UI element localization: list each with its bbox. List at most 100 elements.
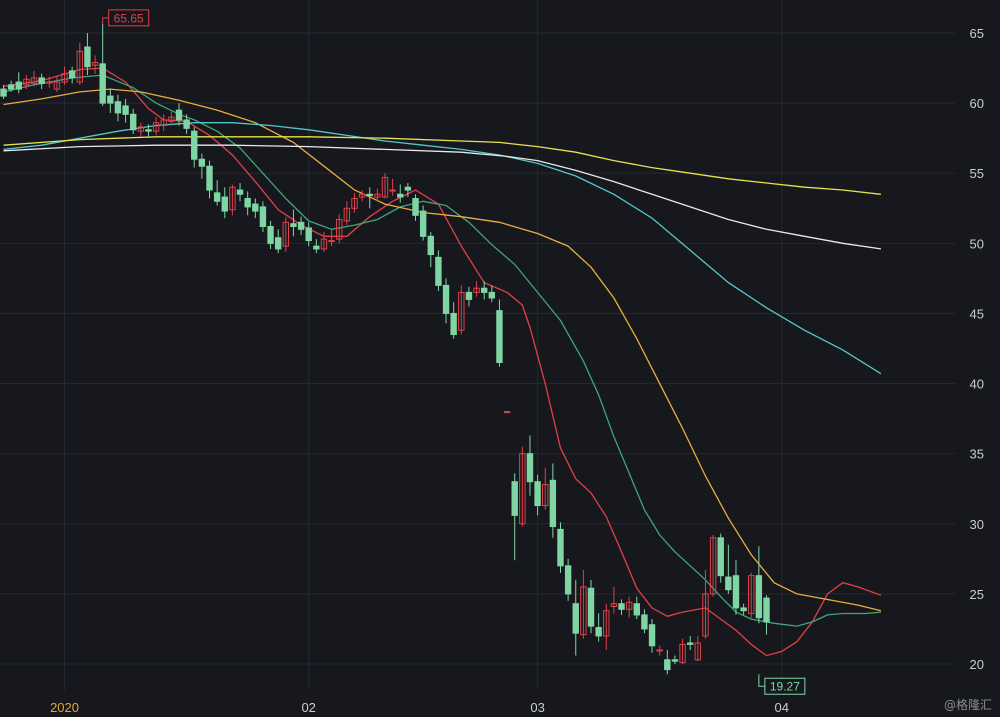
annotations: 65.65 19.27 [102, 9, 806, 695]
candle-body [68, 70, 76, 79]
x-tick-label: 02 [301, 700, 315, 715]
candles [0, 23, 770, 675]
candle-body [114, 101, 122, 114]
x-tick-label: 2020 [50, 700, 79, 715]
candle-body [343, 207, 351, 222]
candle-body [160, 119, 167, 127]
candle-body [625, 601, 633, 610]
candle-body [442, 284, 450, 314]
ma-line-5 [3, 144, 881, 250]
candle-body [572, 603, 579, 634]
candle-body [0, 88, 7, 97]
candle-body [152, 122, 160, 132]
candle-body [763, 597, 770, 623]
y-tick-label: 25 [970, 587, 984, 602]
candle-body [328, 240, 335, 243]
y-tick-label: 30 [970, 517, 984, 532]
candle-body [580, 586, 587, 636]
candle-body [732, 575, 740, 609]
candle-body [137, 126, 145, 132]
candle-body [168, 116, 175, 122]
candle-body [91, 61, 99, 66]
candle-body [130, 113, 137, 131]
candle-body [419, 210, 427, 237]
candle-body [435, 256, 442, 286]
candle-body [38, 77, 45, 84]
candle-body [213, 192, 221, 202]
candle-body [252, 203, 259, 212]
candle-body [564, 565, 572, 595]
candle-body [587, 587, 595, 627]
candle-body [244, 197, 251, 208]
candle-body [229, 186, 236, 211]
candle-body [358, 193, 366, 198]
candle-body [496, 310, 503, 364]
candle-body [297, 221, 305, 230]
annotation-leader [102, 17, 109, 24]
annotation-label: 65.65 [114, 11, 144, 25]
candle-body [374, 193, 381, 198]
candle-body [76, 50, 83, 83]
candle-body [221, 196, 228, 212]
candle-body [259, 206, 267, 228]
candle-body [755, 575, 763, 619]
candle-body [480, 287, 488, 293]
candle-body [15, 81, 22, 90]
candle-body [648, 624, 656, 647]
candle-body [183, 119, 190, 129]
candle-body [412, 197, 419, 216]
ma-line-4 [3, 122, 882, 375]
candle-body [603, 610, 610, 637]
watermark: @格隆汇 [943, 698, 992, 712]
candle-body [99, 63, 106, 104]
annotation-box [764, 677, 806, 695]
annotation-leader [758, 674, 765, 687]
candle-body [526, 453, 534, 483]
candle-body [671, 659, 679, 662]
candle-body [145, 129, 152, 132]
candle-body [557, 528, 564, 567]
candle-body [679, 643, 686, 664]
candle-body [427, 235, 434, 256]
y-tick-label: 45 [970, 306, 984, 321]
candle-body [633, 603, 640, 616]
candle-body [709, 537, 717, 595]
chart-grid [0, 0, 955, 690]
candle-body [282, 221, 290, 247]
candle-body [107, 95, 114, 104]
moving-average-lines [3, 67, 882, 657]
candle-body [366, 193, 373, 197]
candle-body [473, 287, 480, 293]
candle-body [305, 227, 312, 242]
y-tick-label: 50 [970, 236, 984, 251]
candle-body [694, 642, 702, 661]
ma-line-6 [3, 136, 881, 195]
candle-body [267, 226, 274, 244]
candle-body [320, 238, 328, 250]
candle-body [381, 176, 389, 198]
ma-line-1 [3, 67, 882, 657]
candle-body [206, 165, 213, 191]
candle-body [46, 81, 53, 84]
candle-body [725, 576, 732, 591]
ma-line-2 [3, 74, 881, 627]
candle-body [717, 537, 724, 577]
y-tick-label: 65 [970, 26, 984, 41]
candle-body [53, 81, 61, 90]
candle-body [748, 575, 755, 615]
candle-body [61, 73, 68, 83]
candle-body [191, 130, 198, 160]
candle-body [740, 607, 747, 612]
candle-body [290, 223, 297, 228]
candle-body [519, 453, 526, 525]
y-tick-label: 40 [970, 377, 984, 392]
ma-line-3 [3, 88, 882, 612]
candle-body [122, 105, 129, 115]
candle-body [534, 481, 541, 507]
candle-body [549, 479, 557, 528]
candle-body [503, 411, 511, 414]
x-tick-label: 03 [530, 700, 544, 715]
candle-body [450, 312, 457, 335]
candle-body [23, 78, 30, 86]
